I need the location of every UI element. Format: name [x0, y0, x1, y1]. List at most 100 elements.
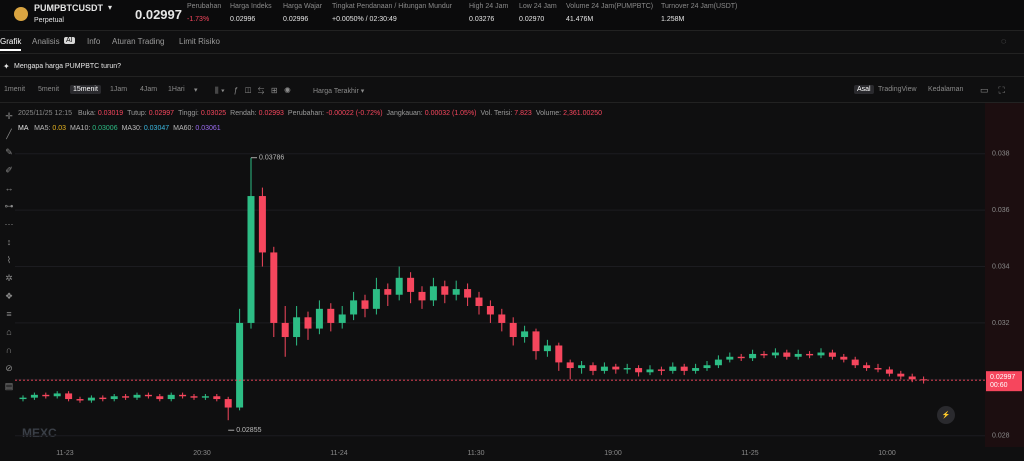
tab-bar: Grafik Analisis AI Info Aturan Trading Limit … [0, 33, 1024, 54]
tab[interactable]: Limit Risiko [179, 37, 220, 46]
candle-body [236, 322, 244, 408]
contract-kind: Perpetual [34, 17, 64, 24]
candle-body [213, 396, 221, 400]
view-option[interactable]: Kedalaman [928, 86, 964, 93]
info-value: 0.02993 [258, 110, 284, 117]
info-label: Perubahan: [287, 110, 325, 117]
tab[interactable]: Grafik [0, 37, 22, 51]
top-bar: PUMPBTCUSDT ▾ Perpetual 0.02997 Perubaha… [0, 0, 1024, 31]
x-tick-label: 11-25 [741, 450, 758, 457]
stat-value: 0.02996 [283, 16, 309, 23]
candle-body [315, 308, 323, 329]
candle-body [486, 306, 494, 315]
candle-body [76, 399, 84, 401]
layout-icons[interactable]: ▭ ⛶ [980, 85, 1005, 95]
candle-body [281, 322, 289, 338]
price-type[interactable]: Harga Terakhir ▾ [313, 88, 365, 95]
stat-value: 1.258M [661, 16, 685, 23]
candle-body [452, 289, 460, 295]
ma-label: MA60: [173, 125, 194, 132]
jump-button[interactable] [937, 406, 955, 424]
x-tick-label: 20:30 [193, 450, 211, 457]
info-value: -0.00022 (-0.72%) [326, 110, 383, 117]
info-label: Tinggi: [178, 110, 199, 117]
indicator-icons[interactable]: ⫼ ▾ ƒ ◫ ⇆ ⊞ ◉ [215, 86, 291, 95]
info-value: 0.00032 (1.05%) [424, 110, 477, 117]
bell-icon[interactable]: ◌ [1001, 36, 1007, 46]
interval[interactable]: 4Jam [140, 86, 158, 93]
ma-items: MA5: 0.03 MA10: 0.03006 MA30: 0.03047 MA60: 0.0… [30, 125, 221, 132]
interval[interactable]: 1Jam [110, 86, 128, 93]
candle-body [418, 291, 426, 301]
tab[interactable]: Info [87, 37, 101, 46]
candle-body [635, 368, 643, 373]
stat-label: Volume 24 Jam(PUMPBTC) [566, 3, 654, 10]
interval[interactable]: 15menit [70, 85, 101, 94]
info-value: 0.03019 [97, 110, 124, 117]
question-bar: ✦ Mengapa harga PUMPBTC turun? [0, 56, 1024, 77]
candle-body [327, 308, 335, 323]
stat-label: Harga Indeks [230, 3, 272, 10]
candle-body [270, 252, 278, 323]
ma-value: 0.03047 [143, 125, 170, 132]
candle-body [555, 345, 563, 363]
candle-body [897, 373, 905, 377]
stat-value: 0.03276 [469, 16, 495, 23]
question[interactable]: Mengapa harga PUMPBTC turun? [14, 63, 121, 70]
ma-label: MA10: [70, 125, 91, 132]
candle-body [760, 353, 768, 356]
y-tick-label: 0.028 [992, 433, 1010, 440]
candle-body [646, 369, 654, 373]
candle-body [179, 394, 187, 397]
chart-toolbar: 1menit 5menit 15menit 1Jam 4Jam 1Hari ▾ ⫼ ▾ ƒ … [0, 80, 1024, 103]
stat-label: Low 24 Jam [519, 3, 557, 10]
interval[interactable]: 1menit [4, 86, 26, 93]
jump-icon: ⚡ [942, 410, 951, 419]
tab[interactable]: Analisis [32, 37, 60, 46]
drawing-tools[interactable]: ✛ ╱ ✎ ✐ ↔ ⊶ ⋯ ↕ ⌇ ✲ ❖ ≡ ⌂ ∩ ⊘ ▤ [4, 111, 14, 391]
candle-body [874, 368, 882, 370]
candle-body [498, 314, 506, 323]
tab[interactable]: Aturan Trading [112, 37, 165, 46]
candle-body [806, 353, 814, 356]
candle-body [612, 366, 620, 370]
candle-body [190, 396, 198, 398]
symbol[interactable]: PUMPBTCUSDT [34, 3, 103, 13]
ma-value: 0.03061 [195, 125, 221, 132]
view-option[interactable]: TradingView [878, 86, 917, 93]
x-tick-label: 10:00 [878, 450, 896, 457]
y-tick-label: 0.032 [992, 320, 1010, 327]
stat-value: 0.02970 [519, 16, 545, 23]
interval[interactable]: 1Hari [168, 86, 185, 93]
interval-arrow[interactable]: ▾ [194, 87, 198, 94]
x-tick-label: 19:00 [604, 450, 622, 457]
candle-body [475, 297, 483, 307]
info-value: 0.02997 [148, 110, 175, 117]
candle-body [99, 397, 107, 400]
info-label: Tutup: [127, 110, 147, 117]
candle-body [749, 353, 757, 359]
candle-body [133, 394, 141, 398]
candle-body [30, 394, 38, 398]
candle-body [623, 368, 631, 370]
candle-body [247, 196, 255, 323]
stat-value: -1.73% [187, 16, 210, 23]
candle-body [42, 394, 50, 397]
candle-body [532, 331, 540, 352]
candle-body [224, 399, 232, 408]
candle-body [156, 396, 164, 400]
ma-title: MA [18, 125, 29, 132]
y-tick-label: 0.034 [992, 263, 1010, 270]
x-tick-label: 11-23 [56, 450, 73, 457]
candle-body [429, 286, 437, 301]
candle-body [372, 289, 380, 309]
ma-value: 0.03 [52, 125, 67, 132]
interval[interactable]: 5menit [38, 86, 60, 93]
ma-label: MA30: [121, 125, 142, 132]
candle-body [167, 394, 175, 400]
dropdown-arrow[interactable]: ▾ [108, 3, 113, 12]
ohlc-info: 2025/11/25 12:15 Buka: 0.03019 Tutup: 0.029… [18, 110, 602, 117]
candle-body [817, 352, 825, 356]
view-option[interactable]: Asal [854, 85, 874, 94]
candle-body [395, 277, 403, 295]
